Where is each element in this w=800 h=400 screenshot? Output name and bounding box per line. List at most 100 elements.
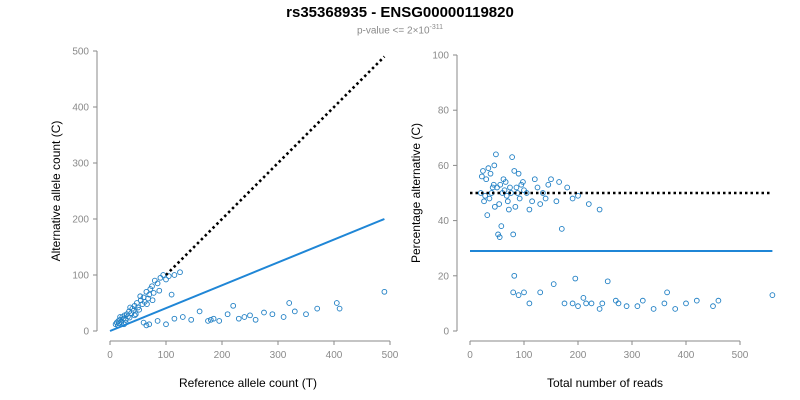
left-data-point [140, 319, 147, 326]
left-data-point [224, 311, 231, 318]
right-plot-panel: 0 100 200 300 400 500 0 20 40 60 80 100 Total number… [409, 51, 776, 390]
left-data-point [154, 280, 161, 287]
right-data-point [596, 206, 603, 213]
left-data-point [252, 316, 259, 323]
left-data-point [146, 321, 153, 328]
right-data-point [710, 303, 716, 310]
left-x-tick-label: 200 [214, 350, 231, 361]
left-x-tick-label: 300 [270, 350, 287, 361]
right-data-point [486, 195, 493, 202]
right-data-point [515, 292, 522, 298]
right-data-point [540, 190, 546, 196]
subtitle-exponent: -311 [429, 24, 444, 31]
left-data-point [177, 269, 183, 276]
left-data-point [196, 308, 203, 315]
right-data-point [537, 289, 544, 296]
left-x-tick-label: 500 [382, 350, 399, 361]
left-data-point [168, 291, 175, 298]
left-data-point [149, 297, 156, 304]
right-data-point [498, 223, 505, 229]
right-data-point [511, 168, 518, 174]
right-y-tick-label: 0 [443, 327, 449, 338]
left-x-axis-label: Reference allele count (T) [179, 376, 317, 390]
left-y-tick-label: 300 [72, 159, 89, 170]
right-data-point [542, 195, 549, 202]
right-x-tick-label: 500 [732, 350, 749, 361]
right-data-point [545, 181, 552, 188]
right-x-tick-label: 100 [516, 350, 533, 361]
right-data-point [516, 195, 523, 202]
right-x-tick-label: 400 [678, 350, 695, 361]
right-data-point [496, 234, 503, 241]
left-reference-line [165, 55, 386, 276]
right-data-point [481, 198, 487, 205]
right-y-tick-label: 60 [438, 161, 450, 172]
right-data-point [599, 300, 606, 307]
left-data-point [127, 304, 134, 311]
right-data-point [491, 162, 498, 169]
left-data-point [156, 287, 163, 294]
right-data-point [615, 300, 622, 307]
right-data-point [664, 289, 670, 296]
right-data-point [548, 176, 554, 183]
right-data-point [526, 300, 533, 307]
right-data-point [650, 306, 657, 312]
left-data-point [157, 274, 164, 281]
right-data-point [588, 300, 595, 307]
right-y-axis-label: Percentage alternative (C) [409, 123, 423, 263]
left-data-point [303, 311, 309, 318]
left-x-tick-label: 400 [326, 350, 343, 361]
right-data-point [585, 201, 592, 207]
left-data-point [381, 288, 388, 295]
right-x-tick-label: 0 [467, 350, 473, 361]
left-data-point [336, 305, 343, 312]
left-data-point [117, 314, 123, 320]
left-fit-line [109, 218, 385, 332]
left-y-tick-label: 500 [72, 47, 89, 58]
right-data-point [553, 198, 560, 205]
left-data-point [147, 286, 154, 292]
right-data-point [480, 168, 486, 174]
left-y-tick-label: 0 [83, 327, 89, 338]
right-x-tick-label: 200 [570, 350, 587, 361]
right-data-point [479, 173, 485, 180]
left-y-axis-label: Alternative allele count (C) [49, 121, 63, 262]
right-data-point [502, 179, 509, 185]
right-y-tick-label: 20 [438, 271, 450, 282]
right-data-point [596, 306, 603, 312]
right-data-point [634, 303, 641, 310]
left-data-point [179, 314, 186, 320]
left-data-point [132, 311, 139, 318]
chart-title: rs35368935 - ENSG00000119820 [286, 4, 514, 21]
right-data-point [504, 198, 511, 205]
right-data-point [550, 281, 557, 287]
left-x-tick-label: 100 [158, 350, 175, 361]
right-data-point [491, 203, 498, 210]
right-data-point [515, 170, 522, 177]
right-data-point [534, 184, 541, 191]
left-data-point [216, 318, 223, 324]
right-data-point [531, 176, 538, 183]
left-data-point [286, 300, 293, 306]
right-data-point [487, 170, 494, 177]
right-data-point [485, 165, 492, 172]
left-data-point [165, 273, 172, 279]
right-data-point [510, 231, 517, 238]
right-data-point [529, 198, 535, 205]
left-data-point [291, 308, 298, 315]
left-data-point [149, 283, 155, 290]
right-data-point [572, 275, 579, 282]
right-data-point [497, 181, 504, 188]
right-data-point [494, 184, 500, 191]
right-data-point [561, 300, 568, 307]
left-data-point [136, 306, 142, 313]
right-data-point [513, 184, 520, 191]
right-data-point [518, 181, 525, 188]
right-data-point [503, 192, 510, 199]
left-data-point [143, 322, 150, 329]
right-data-point [623, 303, 630, 310]
left-y-tick-label: 400 [72, 103, 89, 114]
left-data-point [150, 290, 157, 296]
left-y-tick-label: 200 [72, 215, 89, 226]
